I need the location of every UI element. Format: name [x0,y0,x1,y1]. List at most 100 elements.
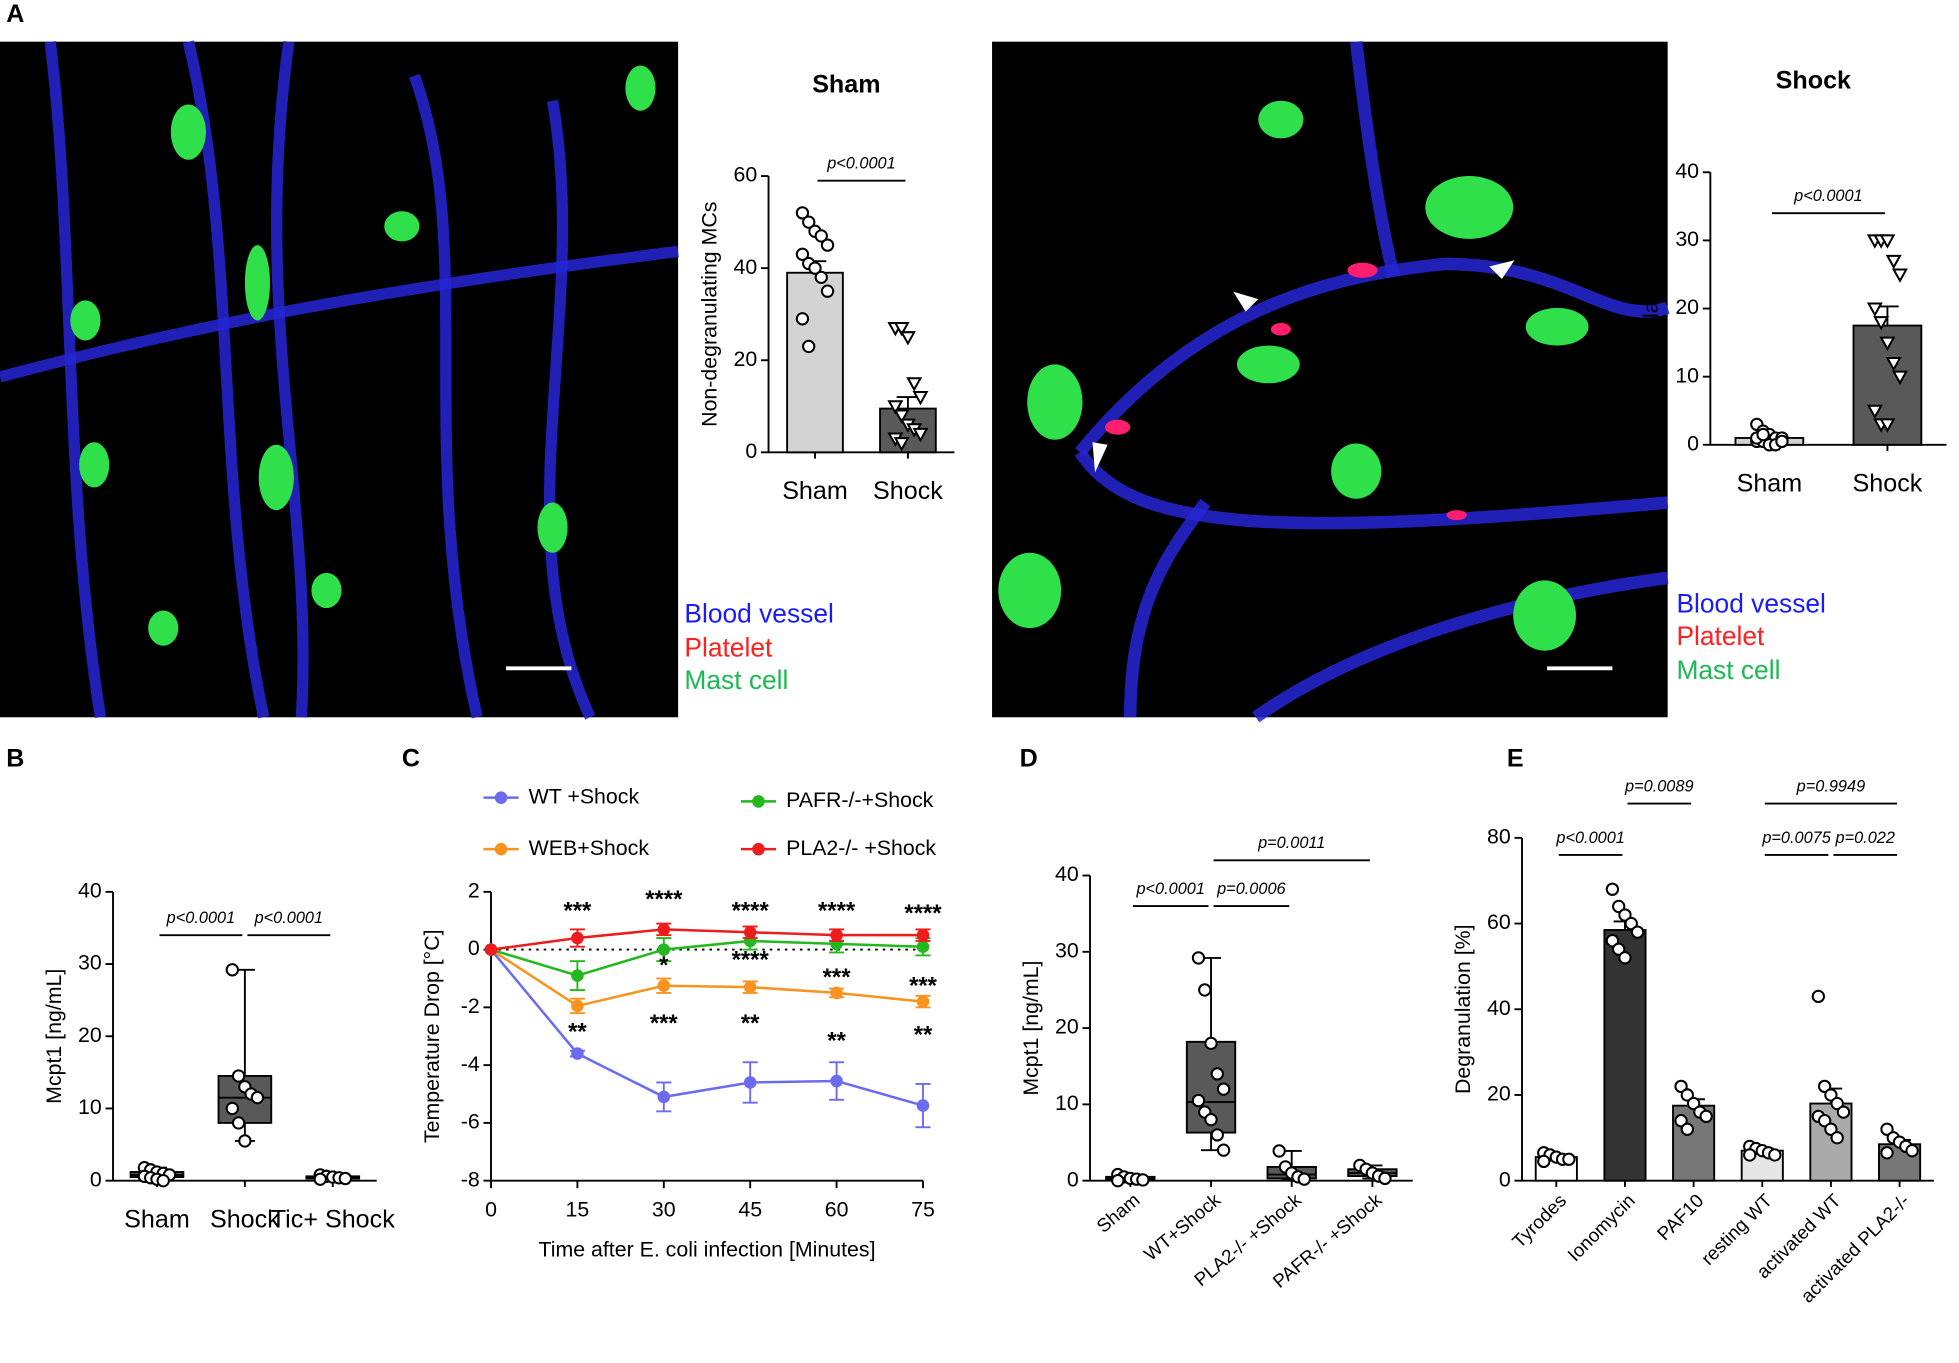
y-tick-label: 0 [1687,431,1699,455]
legend-label: WT +Shock [529,784,640,808]
legend-platelet: Platelet [684,632,773,662]
data-point [571,931,584,945]
data-point [1674,1079,1688,1094]
data-point [912,427,929,443]
data-point [820,238,835,252]
data-point [1817,1079,1832,1094]
data-point [1885,254,1902,270]
data-point [231,1069,246,1083]
series-line [490,948,924,1107]
y-tick-label: 0 [1499,1167,1511,1191]
x-tick-label: WT+Shock [1140,1189,1225,1265]
data-point [657,1090,671,1104]
p-value: p=0.9949 [1796,778,1866,796]
y-tick-label: 0 [745,439,757,463]
data-point [571,999,584,1013]
y-tick-label: 40 [733,255,757,279]
y-tick-label: 10 [78,1095,102,1119]
data-point [906,377,923,392]
data-point [1811,989,1826,1004]
chart-title: Sham [812,70,880,98]
legend-marker [494,842,508,856]
data-point [1630,925,1645,939]
p-value: p=0.0075 [1761,829,1831,847]
cell [1236,345,1300,384]
significance: **** [732,946,770,973]
y-tick-label: 80 [1487,824,1511,848]
cell [384,211,420,242]
cell [537,502,568,553]
data-point [916,940,930,953]
significance: *** [563,897,592,924]
significance: **** [645,886,683,913]
data-point [657,943,671,956]
series-line [490,939,924,977]
legend-mast-cell: Mast cell [1676,655,1780,685]
micrograph-sham [0,40,679,720]
panel-label: B [6,745,24,773]
platelet [1270,322,1291,336]
cell [1513,580,1576,651]
data-point [156,1174,170,1188]
data-point [657,979,671,992]
x-tick-label: Sham [1737,470,1803,498]
data-point [313,1172,327,1186]
series-line [490,928,923,951]
cell [70,300,101,341]
data-point [1905,1144,1919,1158]
data-point [1605,882,1620,896]
significance: ** [741,1010,760,1037]
p-value: p<0.0001 [826,155,896,173]
arrowhead [1233,291,1259,312]
legend-platelet: Platelet [1676,621,1765,651]
p-value: p=0.0089 [1624,778,1694,796]
data-point [1111,1174,1125,1188]
data-point [238,1134,252,1148]
data-point [1830,1131,1844,1145]
legend-marker [494,791,508,804]
vessel [409,73,483,719]
x-axis-label: Time after E. coli infection [Minutes] [538,1238,875,1262]
cell [244,245,270,321]
legend-label: PLA2-/- +Shock [786,836,936,860]
significance: ** [568,1019,587,1046]
significance: ** [827,1027,846,1054]
data-point [1891,370,1908,386]
data-point [571,1047,584,1060]
data-point [893,437,910,452]
data-point [887,400,904,415]
platelet [1105,419,1131,435]
data-point [1680,1088,1694,1102]
data-point [1879,336,1896,351]
data-point [1873,316,1890,331]
panel-label: E [1507,745,1524,773]
data-point [743,1076,757,1089]
y-tick-label: 60 [1487,910,1511,934]
legend-mast-cell: Mast cell [684,665,788,695]
data-point [893,321,910,337]
data-point [1624,916,1638,931]
data-point [1562,1152,1576,1166]
y-tick-label: -8 [461,1167,480,1191]
data-point [916,1099,930,1112]
p-value: p=0.0006 [1216,880,1286,898]
data-point [814,229,828,243]
y-tick-label: 0 [468,936,480,960]
micrograph-shock [992,40,1670,723]
data-point [1879,418,1896,433]
data-point [1198,983,1212,997]
cell [170,104,206,160]
x-tick-label: PAF10 [1653,1190,1708,1245]
y-axis-label: Non-degranulating MCs [697,202,721,427]
y-tick-label: 30 [1675,227,1699,251]
platelet [1446,510,1467,521]
data-point [1891,268,1908,283]
y-tick-label: 0 [90,1167,102,1191]
vessel [1075,257,1670,457]
data-point [830,1074,843,1088]
x-tick-label: Shock [873,477,943,505]
data-point [743,925,757,939]
p-value: p<0.0001 [1793,187,1863,205]
data-point [893,409,910,424]
